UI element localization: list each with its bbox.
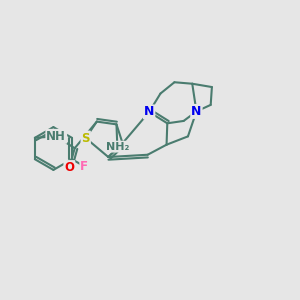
Text: S: S xyxy=(82,132,90,145)
Text: O: O xyxy=(64,161,74,174)
Text: N: N xyxy=(144,106,154,118)
Text: NH₂: NH₂ xyxy=(106,142,129,152)
Text: N: N xyxy=(191,105,202,118)
Text: F: F xyxy=(80,160,88,173)
Text: NH: NH xyxy=(46,130,66,143)
